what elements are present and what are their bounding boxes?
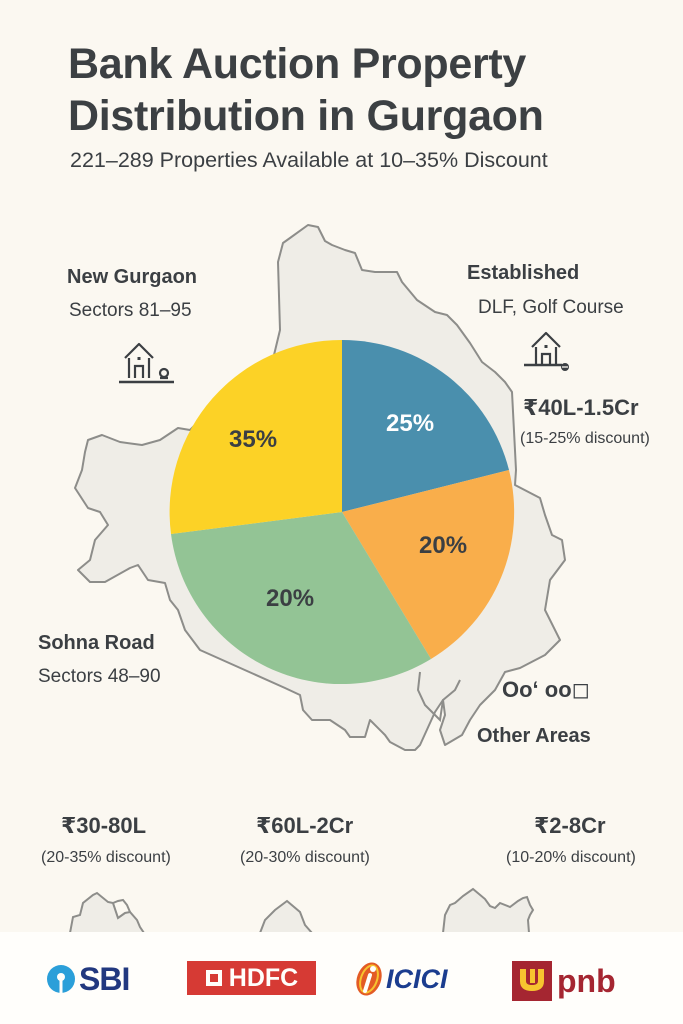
discount-new-gurgaon: (20-35% discount) <box>41 849 171 866</box>
title-line-1: Bank Auction Property <box>68 40 527 88</box>
pnb-emblem-icon <box>512 961 552 1001</box>
pie-slice-sohna-road[interactable] <box>171 512 431 685</box>
page-subtitle: 221–289 Properties Available at 10–35% D… <box>70 148 548 172</box>
price-other-areas: ₹2-8Cr <box>534 813 606 838</box>
discount-sohna-road: (20-30% discount) <box>240 849 370 866</box>
region-sub-new-gurgaon: Sectors 81–95 <box>69 300 192 321</box>
price-sohna-road: ₹60L-2Cr <box>256 813 354 838</box>
page-title: Bank Auction Property Distribution in Gu… <box>68 38 668 142</box>
pie-label-sohna-road: 20% <box>266 585 315 612</box>
region-sub-established: DLF, Golf Course <box>478 297 624 318</box>
pie-label-other-areas: 20% <box>419 532 468 559</box>
region-sub-sohna-road: Sectors 48–90 <box>38 666 161 687</box>
pie-slice-established[interactable] <box>342 339 509 512</box>
bank-logos-band <box>0 932 683 1024</box>
region-name-established: Established <box>467 262 580 284</box>
pie-chart <box>169 339 515 685</box>
map-fragment-3 <box>441 887 535 934</box>
discount-established: (15-25% discount) <box>520 430 650 447</box>
pnb-wordmark: pnb <box>557 962 616 999</box>
icici-wordmark: ICICI <box>386 963 448 994</box>
pie-label-established: 25% <box>386 410 435 437</box>
pie-label-new-gurgaon: 35% <box>229 426 278 453</box>
discount-other-areas: (10-20% discount) <box>506 849 636 866</box>
map-fragment-1-notch <box>112 898 131 913</box>
garbled-text-other-areas: Oo‘ oo◻ <box>502 677 590 702</box>
house-icon <box>524 331 569 371</box>
region-name-sohna-road: Sohna Road <box>38 632 155 654</box>
icici-logo: ICICI <box>352 958 448 1000</box>
map-district-line <box>416 671 461 723</box>
map-fragment-2 <box>258 899 315 934</box>
title-line-2: Distribution in Gurgaon <box>68 92 544 140</box>
region-name-other-areas: Other Areas <box>477 725 591 747</box>
hdfc-logo: HDFC <box>187 961 316 995</box>
sbi-emblem-icon <box>47 965 75 993</box>
hdfc-emblem-icon <box>205 970 222 986</box>
pie-slice-new-gurgaon[interactable] <box>169 339 342 534</box>
sbi-wordmark: SBI <box>79 960 130 997</box>
pie-slice-other-areas[interactable] <box>342 470 515 659</box>
hdfc-wordmark: HDFC <box>228 963 299 992</box>
icici-emblem-icon <box>356 962 382 996</box>
sbi-logo: SBI <box>46 958 130 1000</box>
price-established: ₹40L-1.5Cr <box>523 395 639 420</box>
map-fragment-1 <box>68 891 146 934</box>
price-new-gurgaon: ₹30-80L <box>61 813 147 838</box>
pnb-logo: pnb <box>512 960 616 1002</box>
house-icon <box>119 342 174 384</box>
region-name-new-gurgaon: New Gurgaon <box>67 266 198 288</box>
